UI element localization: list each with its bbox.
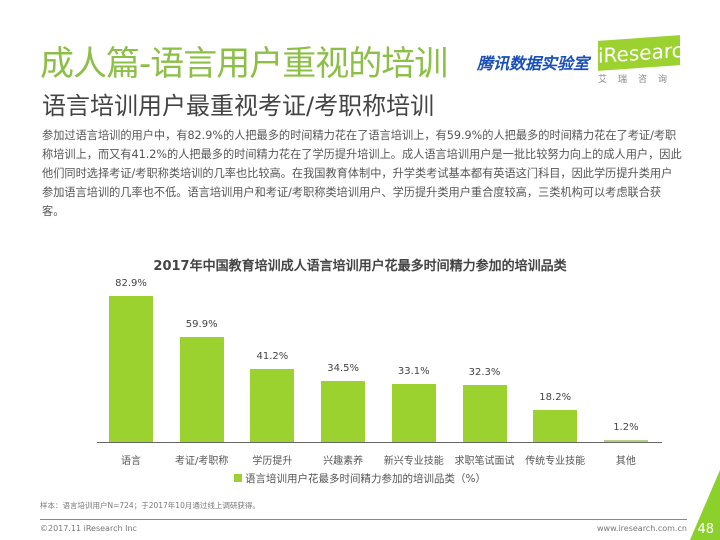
bar	[462, 385, 507, 442]
bar	[250, 369, 295, 442]
value-label: 1.2%	[613, 421, 639, 433]
x-axis	[97, 442, 662, 443]
category-label: 新兴专业技能	[383, 456, 444, 467]
value-label: 18.2%	[539, 391, 572, 403]
category-label: 求职笔试面试	[454, 456, 515, 467]
page-title: 成人篇-语言用户重视的培训	[40, 44, 448, 84]
page-subtitle: 语言培训用户最重视考证/考职称培训	[42, 92, 435, 120]
corner-decoration	[690, 470, 720, 540]
category-label: 学历提升	[252, 456, 293, 467]
body-text: 参加过语言培训的用户中，有82.9%的人把最多的时间精力花在了语言培训上，有59…	[42, 129, 682, 218]
legend-swatch	[234, 474, 242, 482]
page-number: 48	[697, 522, 714, 537]
category-label: 语言	[121, 456, 141, 467]
bar	[321, 381, 366, 442]
bar	[109, 296, 153, 442]
iresearch-logo-cn: 艾瑞咨询	[598, 75, 679, 85]
value-label: 33.1%	[397, 365, 430, 377]
value-label: 59.9%	[185, 318, 218, 330]
bar	[179, 336, 224, 442]
value-label: 82.9%	[115, 278, 147, 289]
footer-divider	[40, 519, 687, 520]
category-label: 考证/考职称	[175, 456, 229, 467]
site-url[interactable]: www.iresearch.com.cn	[597, 524, 687, 533]
sample-note: 样本：语言培训用户N=724；于2017年10月通过线上调研获得。	[40, 501, 260, 510]
iresearch-logo: iResearch	[598, 35, 695, 71]
bar	[391, 383, 436, 442]
legend-label: 语言培训用户花最多时间精力参加的培训品类（%）	[245, 473, 486, 485]
bar	[603, 439, 648, 442]
tencent-logo: 腾讯数据实验室	[477, 54, 590, 73]
legend: 语言培训用户花最多时间精力参加的培训品类（%）	[0, 471, 720, 486]
value-label: 41.2%	[256, 351, 289, 363]
value-label: 34.5%	[327, 363, 359, 375]
value-label: 32.3%	[468, 367, 501, 379]
copyright: ©2017.11 iResearch Inc	[40, 524, 137, 533]
chart-title: 2017年中国教育培训成人语言培训用户花最多时间精力参加的培训品类	[153, 259, 567, 274]
category-label: 兴趣素养	[323, 456, 364, 467]
bar	[533, 409, 578, 442]
category-label: 其他	[615, 456, 636, 467]
category-label: 传统专业技能	[525, 456, 586, 467]
